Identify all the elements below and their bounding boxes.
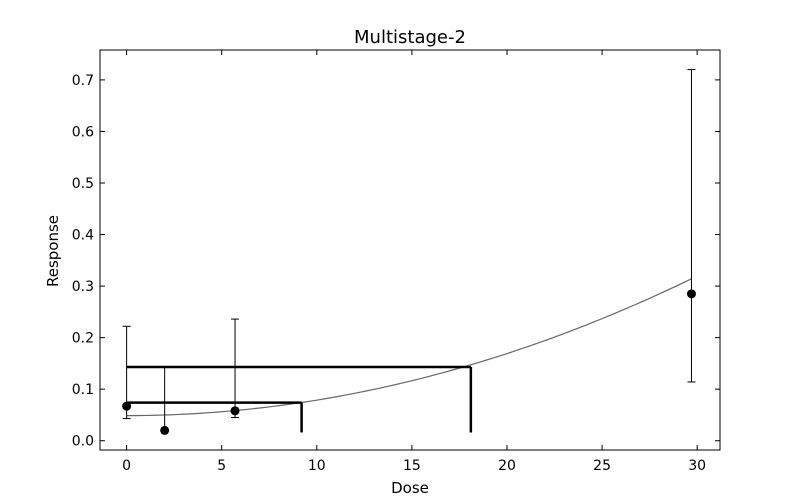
data-point (160, 425, 170, 435)
y-tick-label: 0.7 (72, 73, 94, 89)
data-point (122, 401, 132, 411)
y-tick-label: 0.6 (72, 124, 94, 140)
y-tick-label: 0.4 (72, 228, 94, 244)
y-tick-label: 0.3 (72, 279, 94, 295)
fitted-curve (126, 278, 692, 417)
x-tick-label: 30 (688, 458, 706, 474)
y-axis-label: Response (44, 215, 62, 287)
x-axis-label: Dose (391, 479, 429, 497)
plot-frame (99, 49, 721, 451)
y-tick-label: 0.1 (72, 382, 94, 398)
x-tick-label: 10 (308, 458, 326, 474)
x-tick-label: 20 (498, 458, 516, 474)
x-tick-label: 5 (217, 458, 226, 474)
y-tick-label: 0.5 (72, 176, 94, 192)
plot-area: 0 5 10 15 20 25 30 0.0 0.1 0.2 0.3 0.4 0.5 0.6 0.7 (72, 49, 721, 474)
data-point (686, 289, 696, 299)
y-tick-label: 0.2 (72, 331, 94, 347)
y-tick-label: 0.0 (72, 434, 94, 450)
chart-title: Multistage-2 (354, 27, 466, 48)
data-point (230, 406, 240, 416)
x-tick-label: 25 (593, 458, 611, 474)
x-tick-label: 15 (403, 458, 421, 474)
x-tick-label: 0 (122, 458, 131, 474)
